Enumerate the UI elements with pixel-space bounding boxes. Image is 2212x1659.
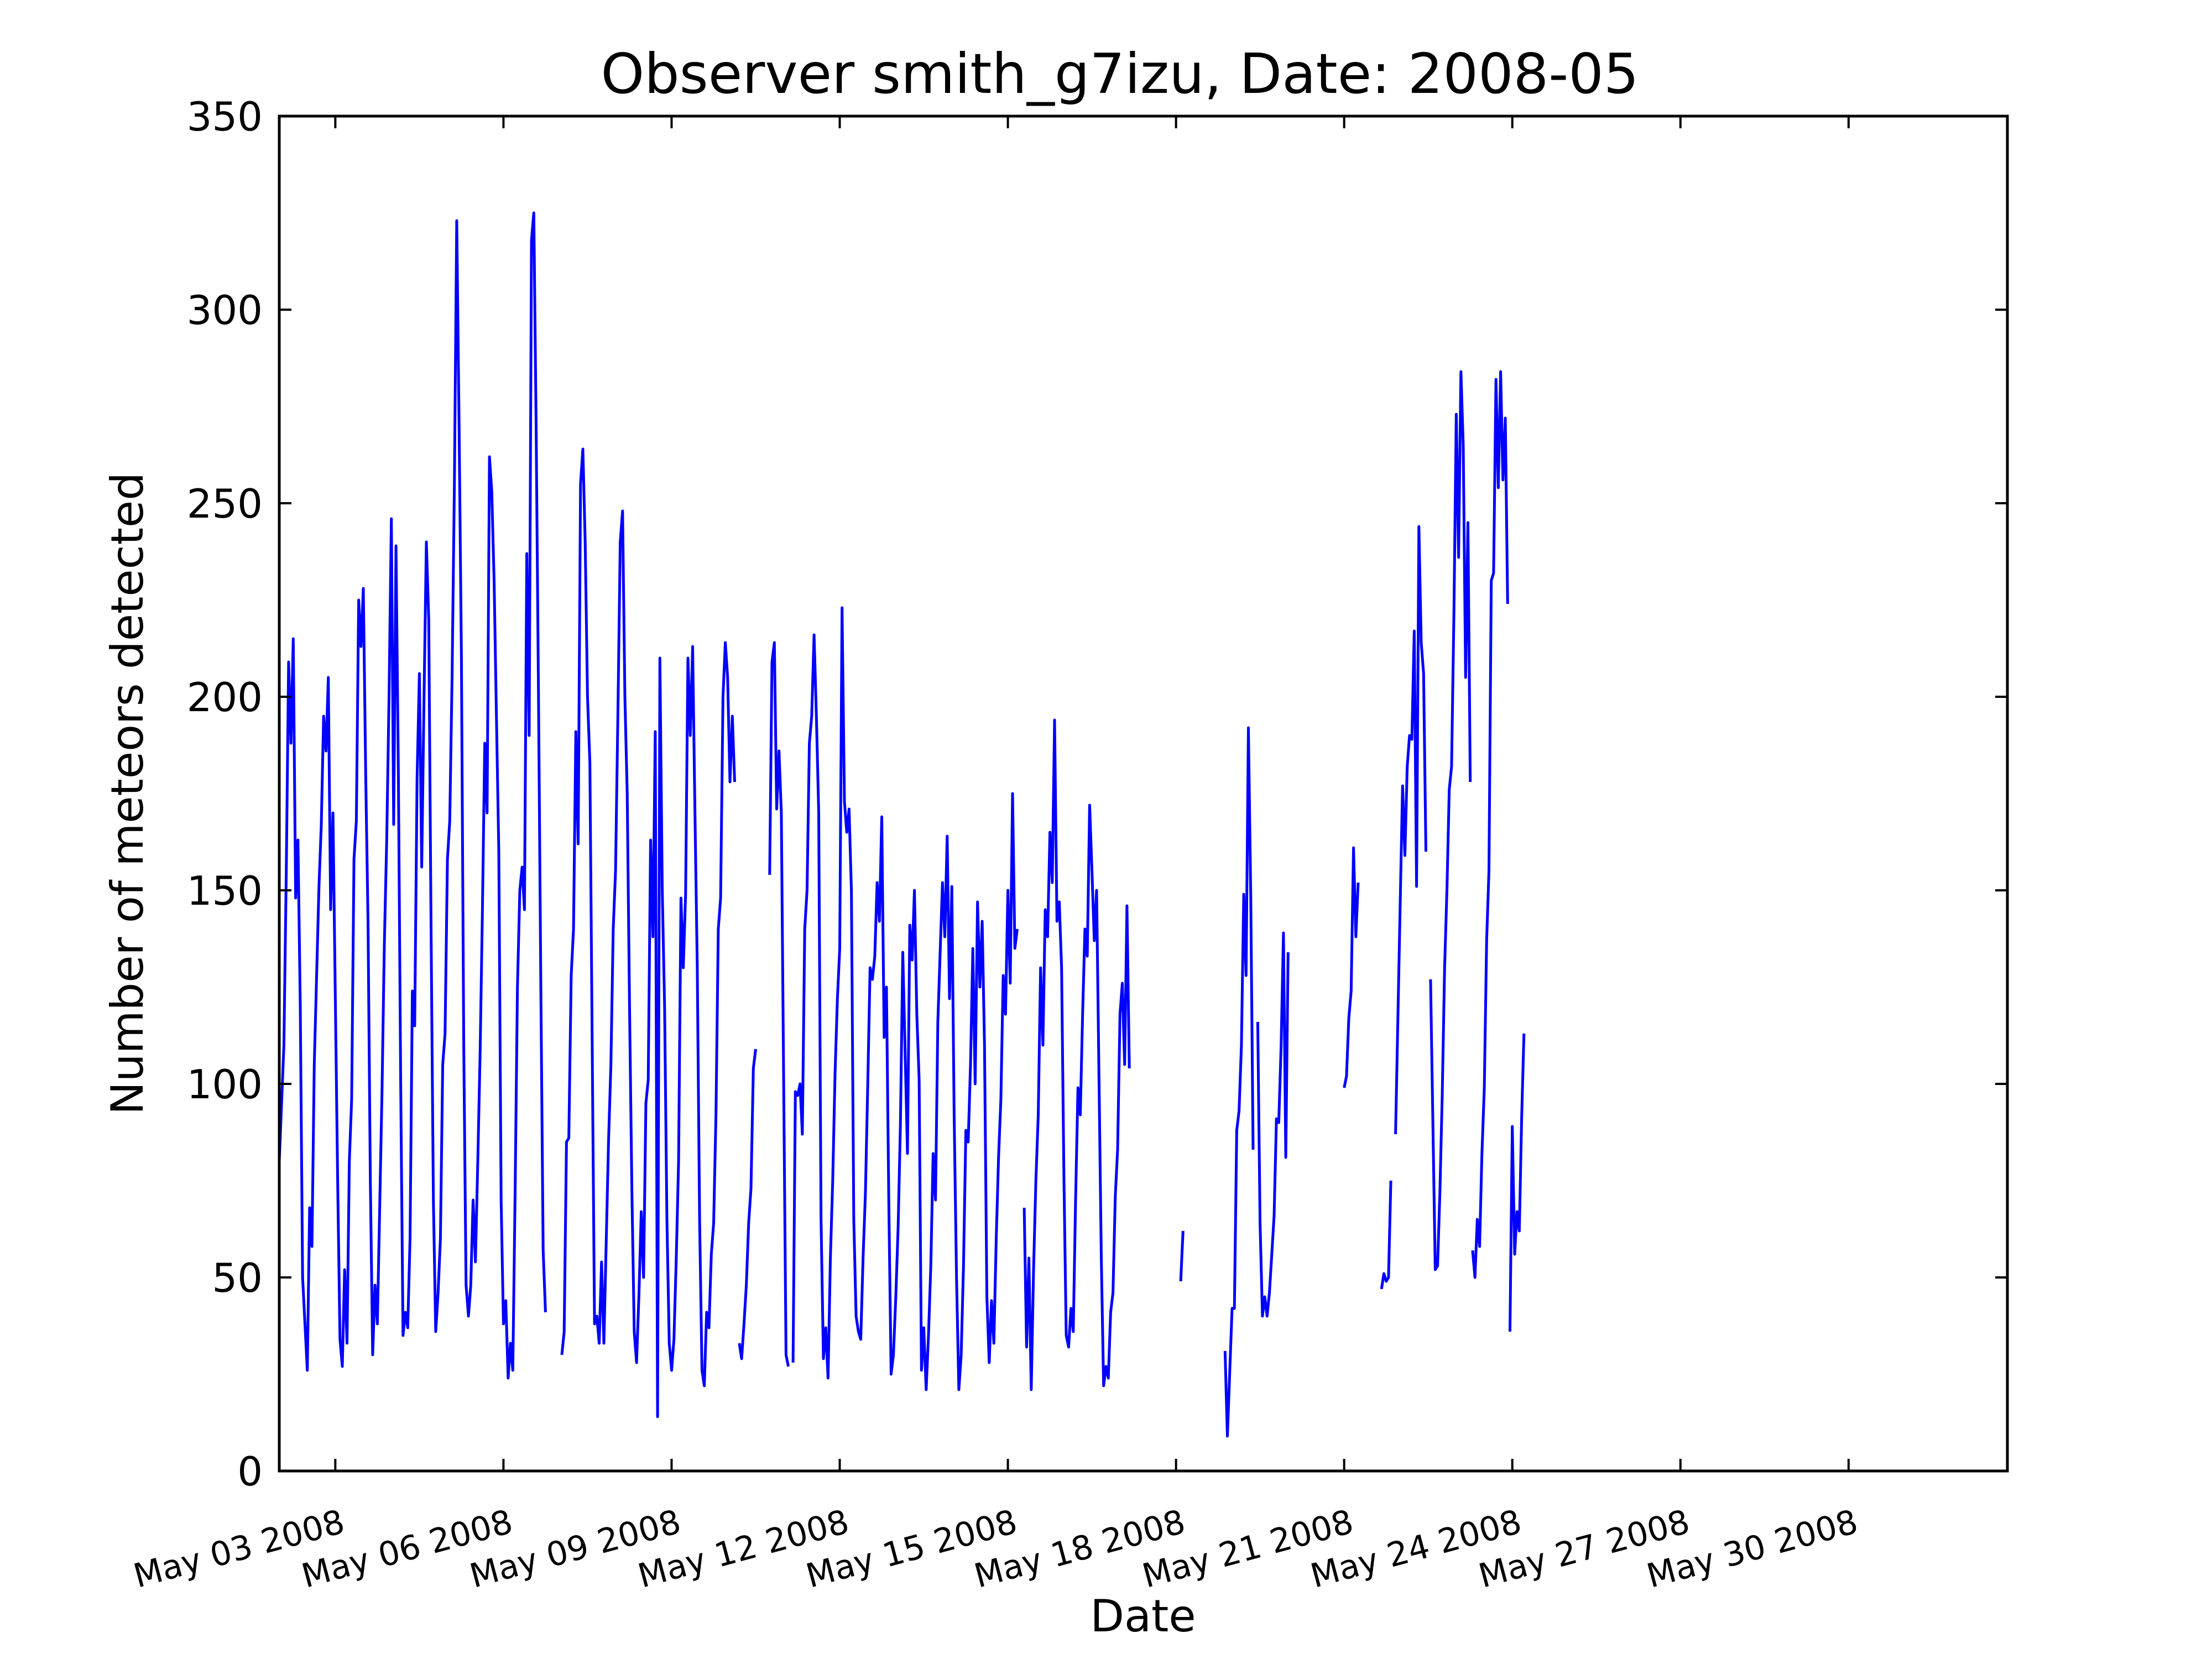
y-tick-label: 100 <box>187 1061 263 1108</box>
y-tick-label: 50 <box>212 1255 263 1301</box>
series-line-segment <box>1380 1180 1392 1290</box>
chart-title: Observer smith_g7izu, Date: 2008-05 <box>601 41 1639 106</box>
series-line-segment <box>1429 370 1472 1271</box>
series-line-segment <box>738 1048 757 1360</box>
y-tick-label: 350 <box>187 93 263 140</box>
data-series <box>278 211 1526 1438</box>
series-line-segment <box>768 641 790 1367</box>
series-line-segment <box>560 447 736 1418</box>
y-tick-label: 200 <box>187 674 263 721</box>
y-tick-label: 250 <box>187 481 263 527</box>
x-axis-label: Date <box>1090 1590 1196 1642</box>
y-axis-label: Number of meteors detected <box>102 472 153 1115</box>
series-line-segment <box>791 606 1019 1391</box>
series-line-segment <box>1343 846 1360 1088</box>
series-line-segment <box>278 211 547 1380</box>
y-tick-label: 0 <box>237 1448 263 1495</box>
series-line-segment <box>1022 718 1131 1391</box>
plot-frame <box>278 114 2009 1473</box>
series-line-segment <box>1179 1230 1185 1282</box>
series-line-segment <box>1223 726 1255 1438</box>
series-line-segment <box>1394 525 1427 1135</box>
series-line-segment <box>1471 370 1509 1279</box>
series-line-segment <box>1256 931 1290 1318</box>
y-tick-label: 300 <box>187 287 263 333</box>
y-tick-label: 150 <box>187 868 263 914</box>
y-axis: 0 50 100 150 200 250 300 350 <box>187 93 2007 1495</box>
series-line-segment <box>1509 1033 1526 1332</box>
